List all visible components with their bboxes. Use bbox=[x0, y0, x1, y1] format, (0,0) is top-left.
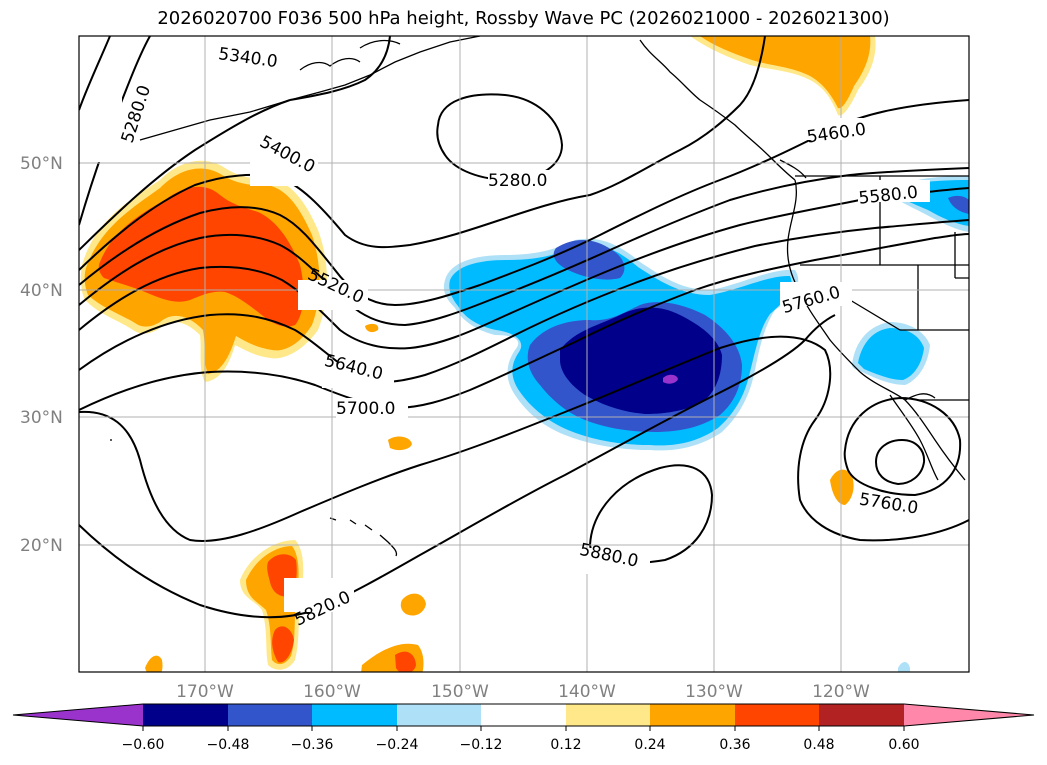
lon-label: 150°W bbox=[431, 682, 489, 702]
colorbar-segment bbox=[312, 704, 397, 726]
lon-label: 120°W bbox=[812, 682, 870, 702]
colorbar-segment bbox=[904, 704, 1034, 726]
contour-label: 5700.0 bbox=[336, 399, 395, 419]
height-contours bbox=[79, 36, 969, 619]
colorbar: −0.60 −0.48 −0.36 −0.24 −0.12 0.12 0.24 … bbox=[12, 703, 1035, 753]
contour-label: 5280.0 bbox=[488, 171, 547, 191]
colorbar-segment bbox=[650, 704, 735, 726]
colorbar-tick-label: 0.12 bbox=[550, 737, 581, 753]
map-title: 2026020700 F036 500 hPa height, Rossby W… bbox=[157, 8, 890, 29]
longitude-labels: 170°W 160°W 150°W 140°W 130°W 120°W bbox=[176, 682, 870, 702]
colorbar-tick-label: 0.60 bbox=[888, 737, 919, 753]
lat-label: 50°N bbox=[20, 154, 63, 174]
lon-label: 160°W bbox=[303, 682, 361, 702]
colorbar-tick-label: −0.48 bbox=[207, 737, 250, 753]
colorbar-segment bbox=[228, 704, 312, 726]
positive-anomaly-north bbox=[690, 36, 876, 116]
colorbar-segment bbox=[13, 704, 143, 726]
colorbar-tick-label: 0.36 bbox=[719, 737, 750, 753]
colorbar-tick-label: 0.24 bbox=[634, 737, 665, 753]
colorbar-segment bbox=[481, 704, 566, 726]
lat-label: 30°N bbox=[20, 408, 63, 428]
colorbar-tick-label: −0.24 bbox=[376, 737, 419, 753]
colorbar-segment bbox=[143, 704, 228, 726]
colorbar-segment bbox=[735, 704, 819, 726]
colorbar-tick-label: −0.12 bbox=[460, 737, 503, 753]
colorbar-tick-label: 0.48 bbox=[803, 737, 834, 753]
colorbar-tick-label: −0.36 bbox=[291, 737, 334, 753]
map-frame bbox=[78, 35, 970, 673]
lat-label: 40°N bbox=[20, 281, 63, 301]
colorbar-segment bbox=[819, 704, 904, 726]
lon-label: 170°W bbox=[176, 682, 234, 702]
lon-label: 140°W bbox=[558, 682, 616, 702]
colorbar-segment bbox=[397, 704, 481, 726]
colorbar-segment bbox=[566, 704, 650, 726]
colorbar-tick-label: −0.60 bbox=[122, 737, 165, 753]
lon-label: 130°W bbox=[685, 682, 743, 702]
lat-label: 20°N bbox=[20, 536, 63, 556]
latitude-labels: 50°N 40°N 30°N 20°N bbox=[20, 154, 63, 556]
graticule bbox=[79, 36, 969, 672]
